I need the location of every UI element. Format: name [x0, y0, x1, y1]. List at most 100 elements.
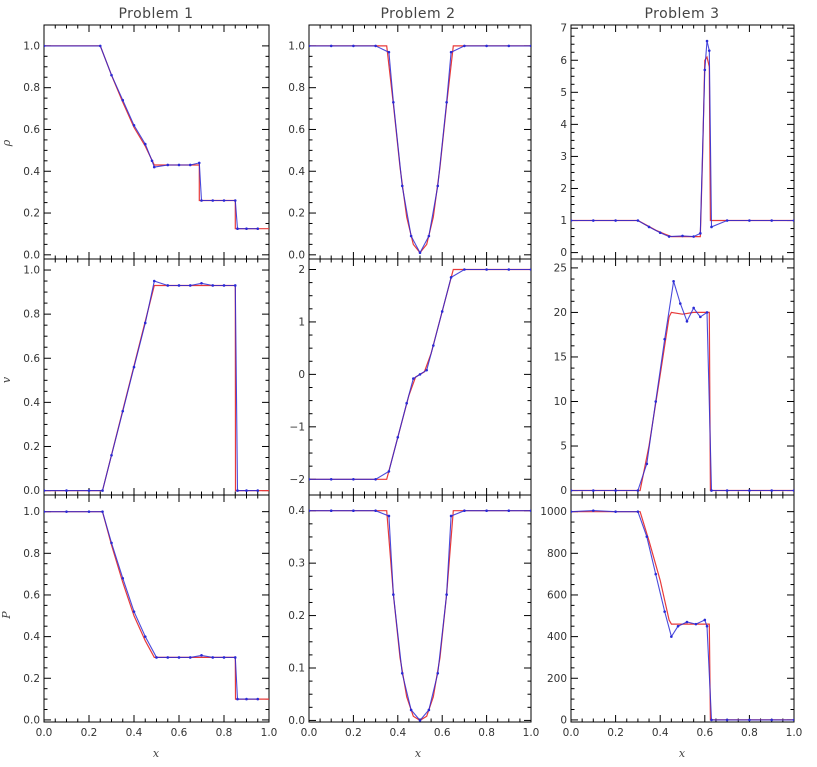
numerical-point: [87, 510, 91, 513]
y-tick-label: 0: [298, 369, 305, 381]
numerical-point: [432, 344, 435, 347]
numerical-point: [392, 101, 395, 104]
numerical-point: [233, 199, 237, 202]
numerical-point: [571, 510, 573, 513]
x-tick-label: 0.6: [434, 727, 451, 739]
panel-grid: 0.0 0.2 0.4 0.6 0.8 1.0 0.0 0.2 0.4 0.6 0.8 1.0 0 1 2 3…: [23, 23, 802, 739]
plot-frame: [308, 494, 532, 723]
x-tick-label: 1.0: [786, 727, 803, 739]
numerical-point: [647, 225, 651, 229]
y-tick-label: 1.0: [288, 40, 305, 52]
y-tick-label: 0.2: [23, 208, 40, 220]
numerical-point: [463, 44, 466, 48]
numerical-point: [485, 509, 488, 513]
numerical-point: [400, 184, 404, 188]
numerical-point: [387, 514, 391, 518]
numerical-point: [236, 227, 239, 231]
y-tick-label: 0.6: [23, 124, 40, 136]
x-tick-label: 0.2: [81, 727, 98, 739]
numerical-point: [705, 39, 709, 43]
analytic-solution-line: [571, 511, 794, 721]
numerical-point: [245, 697, 248, 701]
x-axis-labels: x x x: [153, 747, 686, 760]
numerical-solution-line: [571, 40, 794, 238]
y-tick-label: 15: [554, 351, 567, 363]
numerical-point: [392, 593, 395, 596]
numerical-point: [571, 219, 573, 222]
numerical-point: [670, 635, 673, 638]
numerical-point: [352, 509, 355, 513]
numerical-point: [87, 489, 91, 492]
y-tick-label: 800: [547, 548, 567, 560]
numerical-point: [748, 219, 751, 222]
x-tick-label: 1.0: [523, 727, 540, 739]
x-tick-label: 0.0: [36, 727, 53, 739]
y-tick-label: 0.8: [23, 548, 40, 560]
plot-frame: [570, 494, 795, 723]
numerical-point: [614, 219, 617, 222]
numerical-point: [166, 656, 170, 659]
y-tick-label: 0.0: [288, 249, 305, 261]
plot-frame: [308, 258, 532, 496]
y-tick-label: 0.4: [23, 397, 40, 409]
numerical-point: [166, 163, 170, 167]
column-titles: Problem 1 Problem 2 Problem 3: [118, 6, 719, 22]
x-tick-label: 0.0: [301, 727, 318, 739]
numerical-point: [654, 572, 658, 576]
y-tick-label: 0: [560, 714, 567, 726]
numerical-point: [309, 477, 311, 481]
y-tick-label: 0.6: [23, 353, 40, 365]
analytic-solution-line: [309, 45, 531, 254]
y-tick-label: −1: [290, 421, 305, 433]
numerical-point: [507, 44, 511, 48]
numerical-point: [792, 718, 794, 722]
numerical-point: [710, 718, 713, 722]
numerical-point: [485, 268, 488, 271]
numerical-point: [409, 234, 413, 238]
y-tick-label: −2: [290, 474, 305, 486]
numerical-point: [676, 624, 680, 628]
y-tick-label: 1.0: [23, 265, 40, 277]
numerical-point: [143, 142, 147, 146]
numerical-point: [614, 510, 617, 513]
numerical-point: [685, 620, 689, 624]
analytic-solution-line: [44, 511, 269, 700]
x-axis-label-col-1: x: [153, 747, 160, 760]
numerical-point: [436, 184, 440, 188]
y-tick-label: 0.4: [288, 505, 305, 517]
numerical-point: [710, 489, 713, 492]
x-tick-label: 0.8: [478, 727, 495, 739]
numerical-point: [329, 44, 333, 48]
numerical-point: [440, 310, 444, 313]
numerical-point: [636, 219, 640, 222]
numerical-point: [233, 284, 237, 287]
numerical-point: [703, 618, 707, 622]
numerical-point: [770, 219, 773, 222]
y-tick-label: 25: [554, 262, 567, 274]
numerical-point: [507, 509, 511, 513]
y-tick-label: 3: [560, 151, 567, 163]
numerical-point: [507, 268, 511, 271]
numerical-point: [699, 315, 702, 319]
numerical-point: [681, 234, 684, 238]
y-tick-label: 4: [560, 119, 567, 131]
panel-r1-c2: 0.0 0.2 0.4 0.6 0.8 1.0: [288, 24, 532, 261]
plot-frame: [570, 258, 795, 496]
y-tick-label: 0.2: [288, 610, 305, 622]
numerical-point: [703, 68, 707, 72]
numerical-point: [592, 219, 595, 222]
y-tick-label: 0: [560, 485, 567, 497]
x-axis-label-col-3: x: [679, 747, 686, 760]
y-tick-label: 7: [560, 23, 567, 35]
x-tick-label: 1.0: [261, 727, 278, 739]
numerical-point: [663, 610, 666, 613]
y-tick-label: 400: [547, 631, 567, 643]
numerical-point: [748, 718, 751, 722]
plot-frame: [570, 24, 795, 260]
y-tick-label: 5: [560, 87, 567, 99]
numerical-point: [692, 306, 695, 310]
y-tick-label: 0.4: [23, 631, 40, 643]
numerical-point: [197, 161, 201, 165]
numerical-point: [256, 697, 260, 701]
y-tick-label: 1.0: [23, 506, 40, 518]
